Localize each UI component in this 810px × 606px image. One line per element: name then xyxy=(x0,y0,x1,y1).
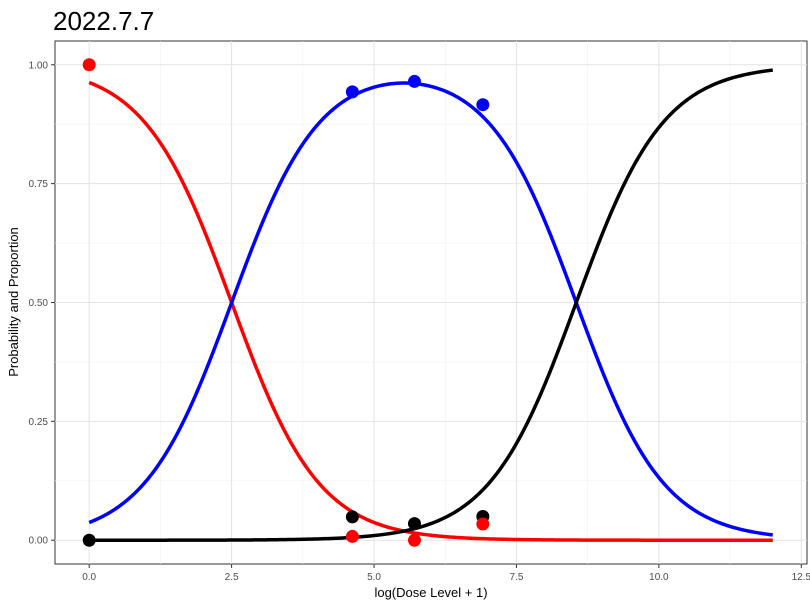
blue-point xyxy=(407,74,421,88)
black-point xyxy=(345,510,359,524)
x-tick-label: 0.0 xyxy=(82,572,96,583)
x-tick-label: 5.0 xyxy=(367,572,381,583)
observed-points xyxy=(82,58,490,547)
red-curve xyxy=(88,80,773,542)
y-axis: 0.00 0.25 0.50 0.75 1.00 xyxy=(29,60,55,547)
fitted-curves xyxy=(88,68,774,542)
black-curve xyxy=(89,68,774,542)
red-point xyxy=(407,533,421,547)
chart-title: 2022.7.7 xyxy=(53,6,154,36)
black-point xyxy=(407,517,421,531)
y-tick-label: 0.00 xyxy=(29,536,49,547)
x-tick-label: 12.5 xyxy=(792,572,810,583)
y-tick-label: 0.25 xyxy=(29,417,49,428)
y-tick-label: 0.50 xyxy=(29,298,49,309)
x-tick-label: 2.5 xyxy=(225,572,239,583)
x-tick-label: 7.5 xyxy=(510,572,524,583)
black-point xyxy=(82,533,96,547)
y-tick-label: 1.00 xyxy=(29,60,49,71)
x-axis: 0.0 2.5 5.0 7.5 10.0 12.5 xyxy=(82,564,810,583)
red-point xyxy=(476,517,490,531)
red-point xyxy=(82,58,96,72)
blue-point xyxy=(476,98,490,112)
x-tick-label: 10.0 xyxy=(649,572,669,583)
blue-point xyxy=(345,85,359,99)
minor-gridlines xyxy=(55,41,807,564)
red-point xyxy=(345,529,359,543)
y-tick-label: 0.75 xyxy=(29,179,49,190)
blue-curve xyxy=(88,81,774,537)
y-axis-title: Probability and Proportion xyxy=(6,227,21,377)
x-axis-title: log(Dose Level + 1) xyxy=(374,585,487,600)
